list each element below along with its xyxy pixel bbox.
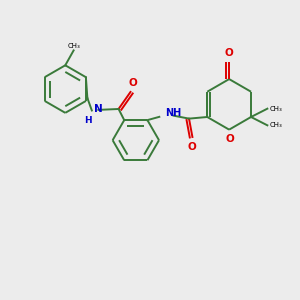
Text: CH₃: CH₃ bbox=[270, 106, 283, 112]
Text: O: O bbox=[225, 134, 234, 144]
Text: O: O bbox=[225, 48, 233, 58]
Text: CH₃: CH₃ bbox=[270, 122, 283, 128]
Text: N: N bbox=[94, 104, 103, 114]
Text: O: O bbox=[188, 142, 196, 152]
Text: H: H bbox=[84, 116, 92, 125]
Text: O: O bbox=[129, 78, 137, 88]
Text: NH: NH bbox=[165, 108, 181, 118]
Text: CH₃: CH₃ bbox=[67, 43, 80, 49]
